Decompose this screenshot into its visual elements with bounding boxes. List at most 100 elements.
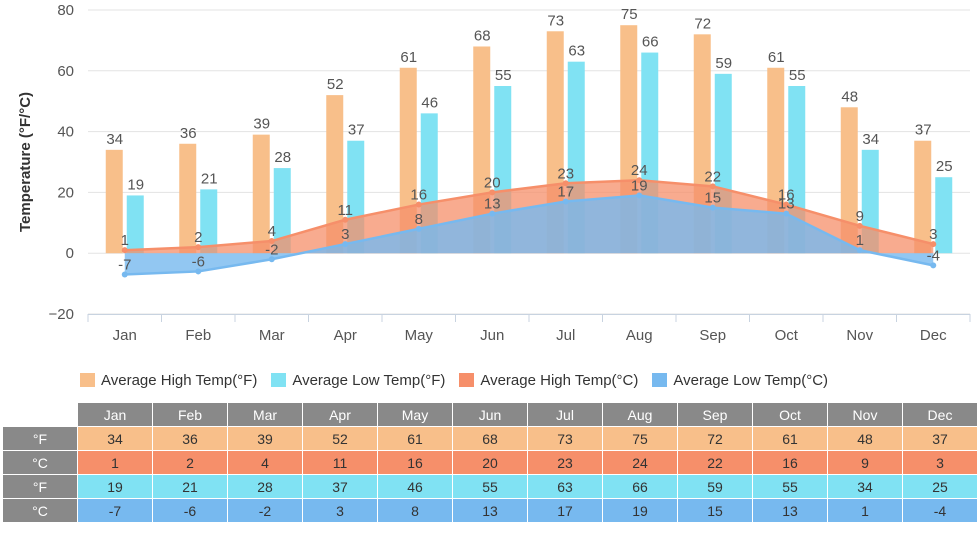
table-cell: 68: [452, 426, 528, 451]
data-label-high-f: 36: [180, 125, 197, 142]
table-month-header: Jan: [77, 402, 153, 427]
data-label-low-c: -2: [265, 241, 278, 258]
table-cell: 13: [752, 498, 828, 523]
table-cell: 1: [77, 450, 153, 475]
table-cell: -7: [77, 498, 153, 523]
data-label-high-f: 72: [694, 15, 711, 32]
table-cell: 16: [752, 450, 828, 475]
table-cell: 3: [902, 450, 978, 475]
bar-low-f: [935, 177, 953, 254]
table-cell: 72: [677, 426, 753, 451]
data-label-low-c: -4: [927, 247, 940, 264]
table-cell: -6: [152, 498, 228, 523]
bar-low-f: [126, 195, 144, 254]
data-label-low-c: 13: [778, 196, 795, 213]
table-cell: 2: [152, 450, 228, 475]
table-month-header: Jul: [527, 402, 603, 427]
bar-low-f: [200, 189, 218, 254]
table-cell: 3: [302, 498, 378, 523]
x-tick-label: Jan: [113, 327, 137, 344]
data-label-low-f: 25: [936, 158, 953, 175]
table-cell: 59: [677, 474, 753, 499]
data-label-low-c: -7: [118, 256, 131, 273]
legend-item-low-f[interactable]: Average Low Temp(°F): [271, 372, 445, 389]
table-cell: 52: [302, 426, 378, 451]
table-cell: 37: [902, 426, 978, 451]
data-label-high-c: 3: [929, 226, 937, 243]
table-cell: 15: [677, 498, 753, 523]
legend-item-high-f[interactable]: Average High Temp(°F): [80, 372, 257, 389]
bar-high-f: [252, 134, 270, 254]
table-cell: 61: [752, 426, 828, 451]
table-cell: 1: [827, 498, 903, 523]
area-low-c-point: [489, 210, 496, 217]
area-low-c-point: [783, 210, 790, 217]
data-label-low-f: 59: [715, 55, 732, 72]
table-header-row: Jan Feb Mar Apr May Jun Jul Aug Sep Oct …: [2, 402, 978, 427]
bar-high-f: [105, 149, 123, 254]
area-high-c-line: [124, 178, 934, 252]
area-low-c-point: [636, 192, 643, 199]
area-low-c-point: [562, 198, 569, 205]
legend-label-low-f: Average Low Temp(°F): [292, 371, 446, 389]
data-label-low-c: 15: [704, 190, 721, 207]
table-cell: 46: [377, 474, 453, 499]
table-month-header: May: [377, 402, 453, 427]
bar-low-f: [273, 168, 291, 254]
area-low-c-point: [415, 225, 422, 232]
data-label-high-f: 39: [253, 116, 270, 133]
table-cell: 55: [752, 474, 828, 499]
y-tick-label: 0: [66, 245, 74, 262]
area-low-c-line: [124, 194, 934, 276]
x-tick-label: Aug: [626, 327, 653, 344]
table-month-header: Sep: [677, 402, 753, 427]
data-label-low-f: 19: [127, 176, 144, 193]
bar-high-f: [840, 107, 858, 254]
table-cell: 28: [227, 474, 303, 499]
table-cell: 24: [602, 450, 678, 475]
area-high-c-point: [121, 247, 128, 254]
table-month-header: Oct: [752, 402, 828, 427]
area-high-c-point: [636, 177, 643, 184]
data-label-low-f: 21: [201, 170, 218, 187]
data-label-high-c: 2: [194, 229, 202, 246]
data-label-low-c: 1: [856, 232, 864, 249]
area-low-c-fill: [124, 195, 934, 275]
table-cell: 11: [302, 450, 378, 475]
table-cell: 75: [602, 426, 678, 451]
legend-item-low-c[interactable]: Average Low Temp(°C): [652, 372, 828, 389]
data-label-high-c: 24: [631, 162, 648, 179]
data-label-high-f: 37: [915, 122, 932, 139]
data-label-high-c: 4: [268, 223, 276, 240]
table-row: °F 34 36 39 52 61 68 73 75 72 61 48 37: [2, 426, 978, 451]
area-low-c-point: [121, 271, 128, 278]
table-cell: 48: [827, 426, 903, 451]
data-label-low-c: 8: [415, 211, 423, 228]
data-label-low-f: 46: [421, 94, 438, 111]
area-high-c-point: [489, 189, 496, 196]
legend-swatch-high-c: [459, 373, 475, 387]
area-low-c-point: [195, 268, 202, 275]
table-cell: 66: [602, 474, 678, 499]
area-low-c-point: [342, 241, 349, 248]
table-month-header: Nov: [827, 402, 903, 427]
table-cell: 34: [827, 474, 903, 499]
chart-legend: Average High Temp(°F) Average Low Temp(°…: [80, 369, 842, 391]
data-label-high-f: 34: [106, 131, 123, 148]
data-label-high-f: 75: [621, 6, 638, 23]
table-cell: 13: [452, 498, 528, 523]
bar-high-f: [914, 140, 932, 254]
table-cell: 9: [827, 450, 903, 475]
table-month-header: Feb: [152, 402, 228, 427]
legend-item-high-c[interactable]: Average High Temp(°C): [459, 372, 638, 389]
table-cell: 8: [377, 498, 453, 523]
data-label-high-c: 11: [337, 202, 353, 219]
table-row-label: °F: [2, 474, 78, 499]
data-label-high-c: 16: [410, 187, 427, 204]
area-high-c-point: [709, 183, 716, 190]
table-cell: 36: [152, 426, 228, 451]
data-label-high-c: 20: [484, 174, 501, 191]
table-cell: 39: [227, 426, 303, 451]
table-row-label: °F: [2, 426, 78, 451]
x-tick-label: Apr: [334, 327, 357, 344]
